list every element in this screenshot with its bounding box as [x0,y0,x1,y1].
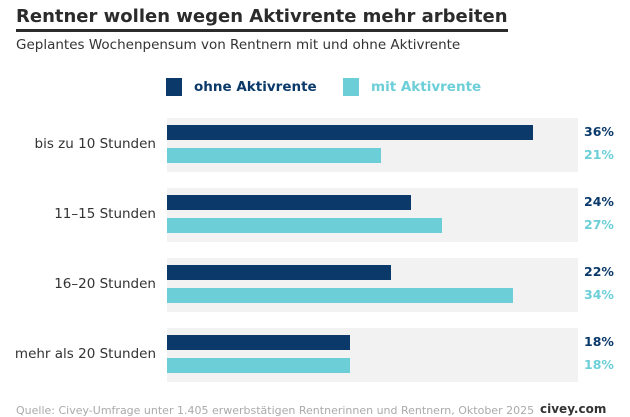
data-label: 24% [584,194,614,209]
bar [167,288,513,303]
data-label: 36% [584,124,614,139]
bar [167,265,391,280]
category-label: 11–15 Stunden [54,206,156,222]
data-label: 21% [584,147,614,162]
category-label: 16–20 Stunden [54,276,156,292]
legend-swatch [343,78,359,96]
legend-label: mit Aktivrente [371,79,482,95]
data-label: 22% [584,264,614,279]
data-label: 27% [584,217,614,232]
data-label: 34% [584,287,614,302]
brand-logo: civey.com [540,402,607,416]
category-label: bis zu 10 Stunden [34,136,156,152]
bar [167,335,350,350]
data-label: 18% [584,334,614,349]
bar [167,148,381,163]
bar [167,195,411,210]
bar [167,218,442,233]
legend-mit: mit Aktivrente [343,78,481,96]
data-label: 18% [584,357,614,372]
source-note: Quelle: Civey-Umfrage unter 1.405 erwerb… [16,404,535,417]
bar [167,125,533,140]
category-row: 11–15 Stunden 24% 27% [0,188,630,242]
chart-title: Rentner wollen wegen Aktivrente mehr arb… [16,6,508,32]
category-label: mehr als 20 Stunden [14,346,156,362]
legend-ohne: ohne Aktivrente [166,78,317,96]
chart-subtitle: Geplantes Wochenpensum von Rentnern mit … [16,37,461,53]
category-row: mehr als 20 Stunden 18% 18% [0,328,630,382]
bar [167,358,350,373]
legend-label: ohne Aktivrente [194,79,317,95]
category-row: 16–20 Stunden 22% 34% [0,258,630,312]
legend-swatch [166,78,182,96]
category-row: bis zu 10 Stunden 36% 21% [0,118,630,172]
